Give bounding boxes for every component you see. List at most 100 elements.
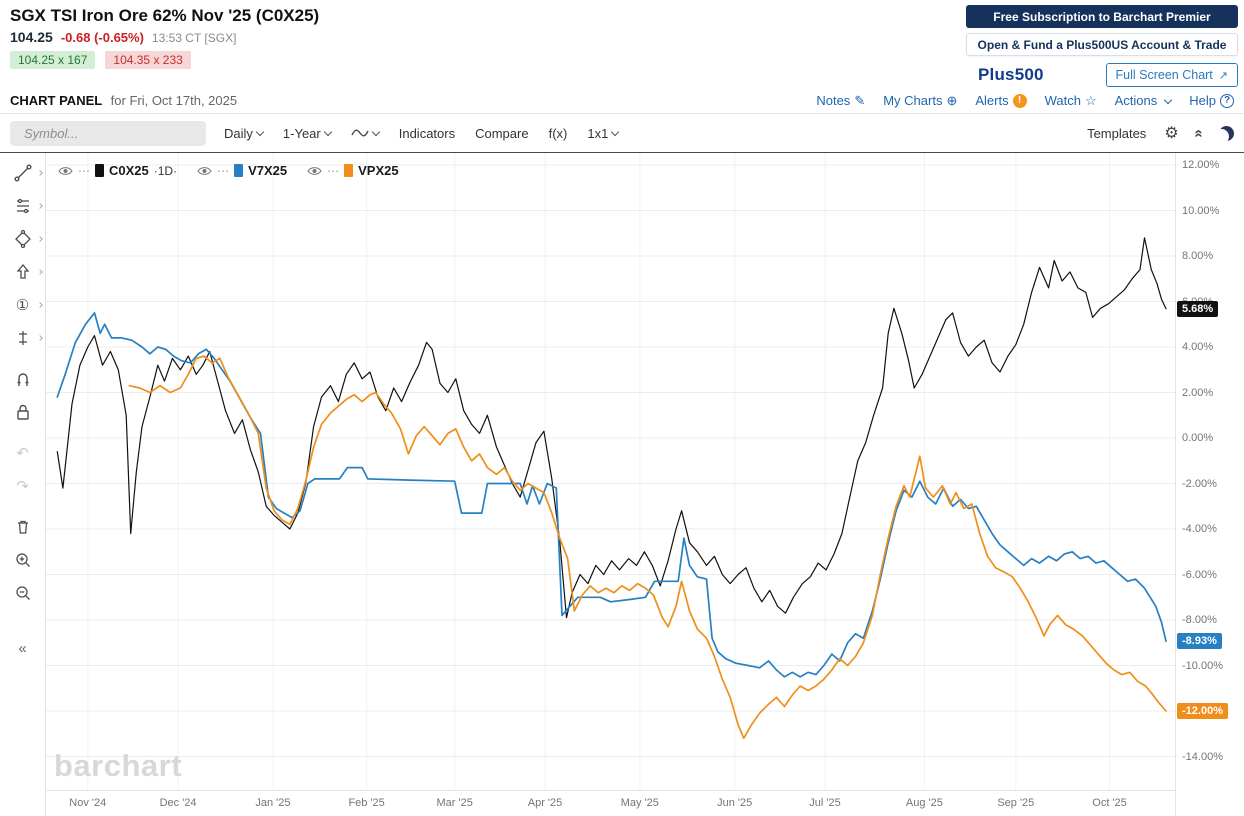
alerts-link[interactable]: Alerts! (975, 93, 1027, 108)
zoom-out-button[interactable] (0, 583, 45, 603)
alert-icon: ! (1012, 93, 1027, 108)
y-axis-label: -2.00% (1182, 477, 1217, 490)
panel-title: CHART PANEL (10, 92, 103, 108)
drawing-tools-rail: ① ↶ ↷ (0, 153, 46, 816)
eye-icon[interactable] (197, 165, 212, 177)
x-axis[interactable]: Nov '24 Dec '24 Jan '25 Feb '25 Mar '25 Apr '… (46, 790, 1175, 816)
measure-tool[interactable] (0, 328, 45, 348)
price-change: -0.68 (-0.65%) (60, 30, 144, 45)
eye-icon[interactable] (307, 165, 322, 177)
pencil-icon: ✎ (854, 93, 866, 108)
barchart-watermark: barchart (54, 748, 183, 783)
tool-expander-icon[interactable] (37, 203, 43, 209)
external-link-icon: ↗ (1218, 69, 1228, 82)
chart-legend: ⋯ C0X25 ·1D· ⋯ V7X25 ⋯ VPX25 (58, 163, 399, 178)
tool-expander-icon[interactable] (37, 236, 43, 242)
shapes-tool[interactable] (0, 229, 45, 249)
watch-link[interactable]: Watch ☆ (1044, 93, 1097, 108)
eye-icon[interactable] (58, 165, 73, 177)
chart-style-dropdown[interactable] (349, 123, 381, 143)
lock-drawings-tool[interactable] (0, 402, 45, 422)
y-axis-label: 0.00% (1182, 432, 1214, 444)
plus500-logo: Plus500 (978, 65, 1044, 84)
trend-line-tool[interactable] (0, 163, 45, 183)
y-axis[interactable]: 12.00%10.00%8.00%6.00%4.00%2.00%0.00%-2.… (1175, 153, 1244, 816)
legend-item: ⋯ C0X25 ·1D· (58, 163, 177, 178)
search-input[interactable] (24, 125, 200, 141)
period-dropdown[interactable]: Daily (222, 122, 265, 145)
chart-panel-bar: CHART PANEL for Fri, Oct 17th, 2025 Note… (0, 88, 1244, 114)
arrow-marker-tool[interactable] (0, 262, 45, 282)
symbol-search[interactable] (10, 120, 206, 146)
y-axis-label: -4.00% (1182, 523, 1217, 535)
tool-expander-icon[interactable] (37, 302, 43, 308)
templates-button[interactable]: Templates (1085, 122, 1148, 145)
tool-expander-icon[interactable] (37, 269, 43, 275)
notes-link[interactable]: Notes ✎ (816, 93, 866, 108)
y-axis-label: -8.00% (1182, 614, 1217, 626)
plus500-offer-button[interactable]: Open & Fund a Plus500US Account & Trade (966, 33, 1238, 56)
range-dropdown[interactable]: 1-Year (281, 122, 333, 145)
collapse-panel-icon[interactable]: « (1190, 128, 1208, 138)
y-axis-label: 4.00% (1182, 341, 1214, 353)
undo-button[interactable]: ↶ (0, 443, 45, 463)
bid-size-chip: 104.25 x 167 (10, 51, 96, 69)
lock-icon (16, 404, 29, 420)
chevron-down-icon (323, 127, 332, 137)
quote-timestamp: 13:53 CT [SGX] (151, 31, 237, 45)
pattern-one-icon: ① (15, 296, 30, 314)
layout-dropdown[interactable]: 1x1 (585, 122, 620, 145)
actions-link[interactable]: Actions (1115, 93, 1173, 108)
y-axis-label: -14.00% (1182, 750, 1223, 763)
collapse-tools-button[interactable]: « (0, 638, 45, 658)
last-value-badge-V7X25: -8.93% (1177, 633, 1222, 650)
shapes-icon (14, 229, 31, 249)
delete-drawings-button[interactable] (0, 517, 45, 537)
help-link[interactable]: Help? (1189, 93, 1234, 108)
ask-size-chip: 104.35 x 233 (105, 51, 191, 69)
measure-icon (18, 331, 27, 345)
full-screen-chart-button[interactable]: Full Screen Chart ↗ (1105, 63, 1238, 87)
price-chart[interactable] (46, 153, 1175, 790)
chevron-down-icon (255, 127, 265, 137)
x-axis-label: Mar '25 (436, 797, 473, 809)
dark-mode-moon-icon[interactable] (1219, 126, 1234, 141)
series-menu-icon[interactable]: ⋯ (217, 163, 230, 178)
tool-expander-icon[interactable] (37, 335, 43, 341)
series-symbol: VPX25 (358, 163, 399, 178)
help-icon: ? (1220, 93, 1234, 108)
premier-subscription-button[interactable]: Free Subscription to Barchart Premier (966, 5, 1238, 28)
y-axis-label: 8.00% (1182, 250, 1214, 262)
chevron-down-icon (611, 127, 620, 137)
x-axis-label: Nov '24 (69, 797, 107, 809)
y-axis-label: 10.00% (1182, 204, 1220, 217)
settings-gear-icon[interactable]: ⚙ (1164, 125, 1179, 142)
indicators-button[interactable]: Indicators (397, 122, 457, 145)
tool-expander-icon[interactable] (37, 170, 43, 176)
series-menu-icon[interactable]: ⋯ (78, 163, 90, 178)
circle-plus-icon: ⊕ (946, 93, 958, 108)
magnet-tool[interactable] (0, 369, 45, 389)
fibonacci-icon (16, 198, 29, 214)
x-axis-label: Jan '25 (255, 797, 291, 809)
full-screen-chart-label: Full Screen Chart (1115, 68, 1213, 82)
series-period: ·1D· (153, 163, 178, 178)
page-title: SGX TSI Iron Ore 62% Nov '25 (C0X25) (10, 6, 320, 25)
patterns-tool[interactable]: ① (0, 295, 45, 315)
my-charts-link[interactable]: My Charts ⊕ (883, 93, 958, 108)
arrow-icon (16, 263, 29, 279)
zoom-in-button[interactable] (0, 550, 45, 570)
series-menu-icon[interactable]: ⋯ (327, 163, 340, 178)
undo-icon: ↶ (16, 444, 29, 462)
redo-button[interactable]: ↷ (0, 476, 45, 496)
expressions-button[interactable]: f(x) (547, 122, 570, 145)
trash-icon (17, 520, 28, 534)
legend-item: ⋯ VPX25 (307, 163, 399, 178)
fibonacci-tool[interactable] (0, 196, 45, 216)
zoom-in-icon (15, 553, 30, 567)
x-axis-label: Jul '25 (809, 797, 841, 809)
y-axis-label: -10.00% (1182, 659, 1223, 672)
star-icon: ☆ (1084, 93, 1097, 108)
compare-button[interactable]: Compare (473, 122, 530, 145)
legend-item: ⋯ V7X25 (197, 163, 287, 178)
